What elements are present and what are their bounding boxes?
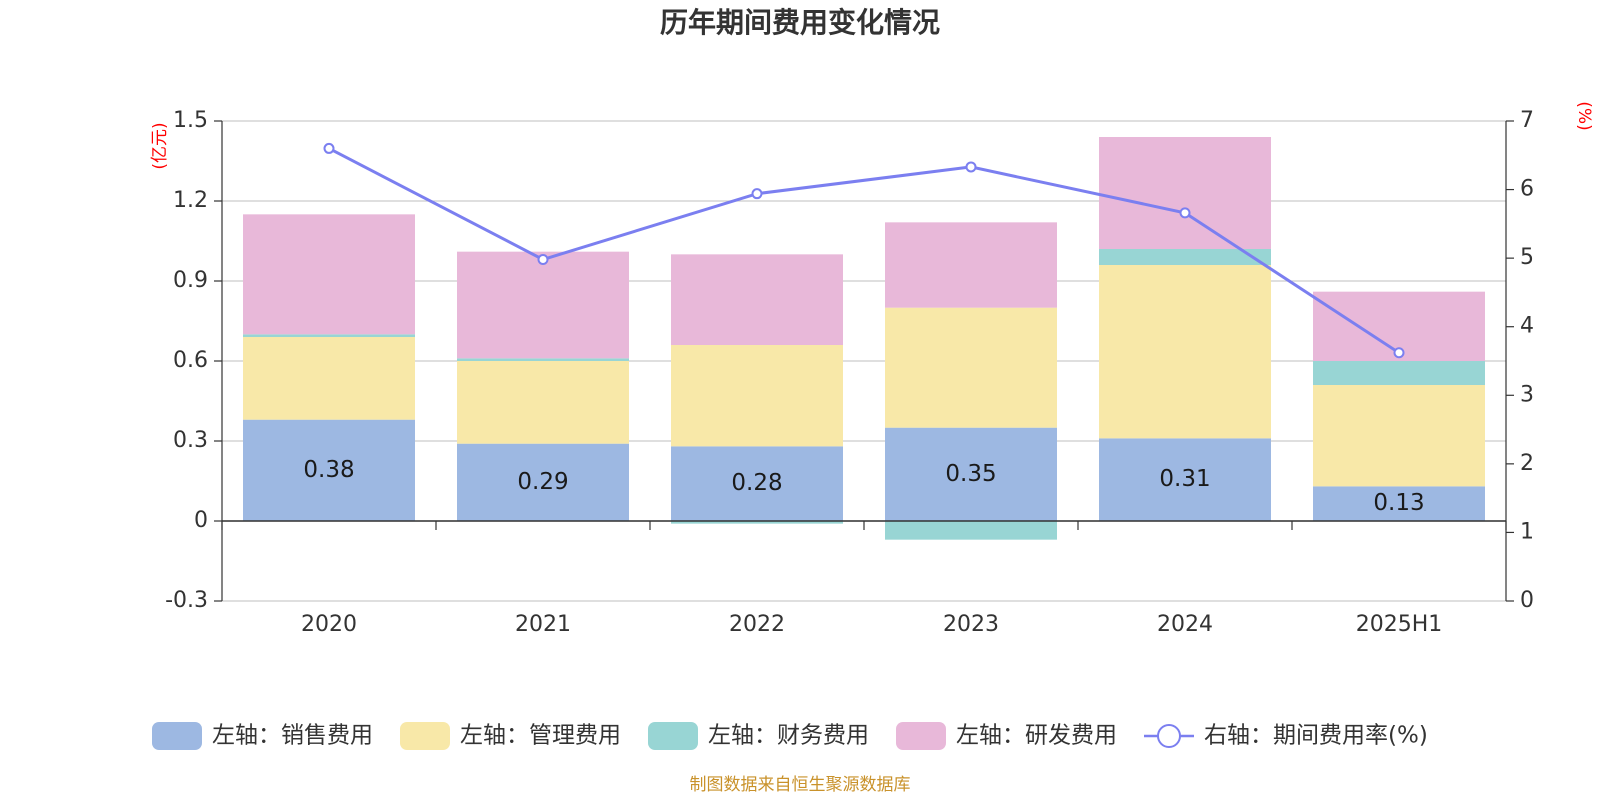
bar-segment <box>885 427 1057 521</box>
bar-segment <box>1099 249 1271 265</box>
left-tick-label: 0.3 <box>173 428 208 453</box>
x-tick-label: 2021 <box>515 612 571 637</box>
bar-segment <box>671 521 843 524</box>
legend-swatch <box>400 722 450 750</box>
bar-segment <box>457 358 629 361</box>
right-tick-label: 2 <box>1520 451 1534 476</box>
legend-line-marker <box>1157 724 1181 748</box>
data-label: 0.28 <box>731 470 782 496</box>
rate-point <box>965 161 977 173</box>
bar-segment <box>243 214 415 335</box>
bar-segment <box>1313 486 1485 521</box>
rate-point <box>1179 207 1191 219</box>
rate-point <box>537 254 549 266</box>
bar-segment <box>1099 438 1271 521</box>
data-label: 0.31 <box>1159 466 1210 492</box>
data-labels: 0.38 0.29 0.28 0.35 0.31 0.13 <box>303 457 1424 516</box>
rate-line <box>328 147 1400 355</box>
legend-label: 左轴：管理费用 <box>460 723 621 749</box>
bar-segment <box>457 361 629 444</box>
legend-label: 右轴：期间费用率(%) <box>1204 723 1428 749</box>
legend: 左轴：销售费用 左轴：管理费用 左轴：财务费用 左轴：研发费用 右轴：期间费用率(%) <box>152 722 1428 750</box>
bar-segment <box>243 337 415 420</box>
axes: -0.3 0 0.3 0.6 0.9 1.2 1.5 0 1 2 3 4 5 6 7 2020 2021 2022… <box>165 108 1534 637</box>
left-tick-label: 0.9 <box>173 268 208 293</box>
right-tick-label: 4 <box>1520 314 1534 339</box>
right-tick-label: 0 <box>1520 588 1534 613</box>
left-tick-label: 1.5 <box>173 108 208 133</box>
x-tick-label: 2022 <box>729 612 785 637</box>
rate-point <box>1393 347 1405 359</box>
bar-segment <box>243 334 415 337</box>
x-tick-label: 2020 <box>301 612 357 637</box>
left-tick-label: 1.2 <box>173 188 208 213</box>
source-note: 制图数据来自恒生聚源数据库 <box>690 775 911 795</box>
legend-swatch <box>152 722 202 750</box>
rate-point <box>751 188 763 200</box>
bar-segment <box>1313 385 1485 487</box>
chart-title: 历年期间费用变化情况 <box>660 6 940 39</box>
bar-segment <box>885 307 1057 428</box>
bar-segment <box>671 446 843 521</box>
rate-line-group <box>323 142 1405 359</box>
bar-segment <box>885 521 1057 540</box>
bar-segment <box>1099 137 1271 249</box>
bar-segment <box>457 443 629 521</box>
x-tick-label: 2023 <box>943 612 999 637</box>
data-label: 0.38 <box>303 457 354 483</box>
legend-label: 左轴：研发费用 <box>956 723 1117 749</box>
right-tick-label: 1 <box>1520 519 1534 544</box>
legend-swatch <box>648 722 698 750</box>
bar-segment <box>671 254 843 345</box>
bar-segment <box>243 419 415 521</box>
rate-point <box>323 142 335 154</box>
legend-label: 左轴：销售费用 <box>212 723 373 749</box>
legend-label: 左轴：财务费用 <box>708 723 869 749</box>
bar-segment <box>457 251 629 359</box>
bar-segment <box>1099 265 1271 439</box>
left-tick-label: 0 <box>194 508 208 533</box>
left-axis-unit: (亿元) <box>150 122 170 169</box>
bars <box>243 137 1485 540</box>
right-tick-label: 6 <box>1520 177 1534 202</box>
right-axis-unit: (%) <box>1574 101 1594 130</box>
legend-swatch <box>896 722 946 750</box>
x-tick-label: 2025H1 <box>1356 612 1443 637</box>
right-tick-label: 3 <box>1520 382 1534 407</box>
data-label: 0.35 <box>945 461 996 487</box>
data-label: 0.29 <box>517 469 568 495</box>
bar-segment <box>885 222 1057 308</box>
left-tick-label: 0.6 <box>173 348 208 373</box>
bar-segment <box>671 345 843 447</box>
right-tick-label: 5 <box>1520 245 1534 270</box>
data-label: 0.13 <box>1373 490 1424 516</box>
bar-segment <box>1313 361 1485 385</box>
x-tick-label: 2024 <box>1157 612 1213 637</box>
left-tick-label: -0.3 <box>165 588 208 613</box>
right-tick-label: 7 <box>1520 108 1534 133</box>
